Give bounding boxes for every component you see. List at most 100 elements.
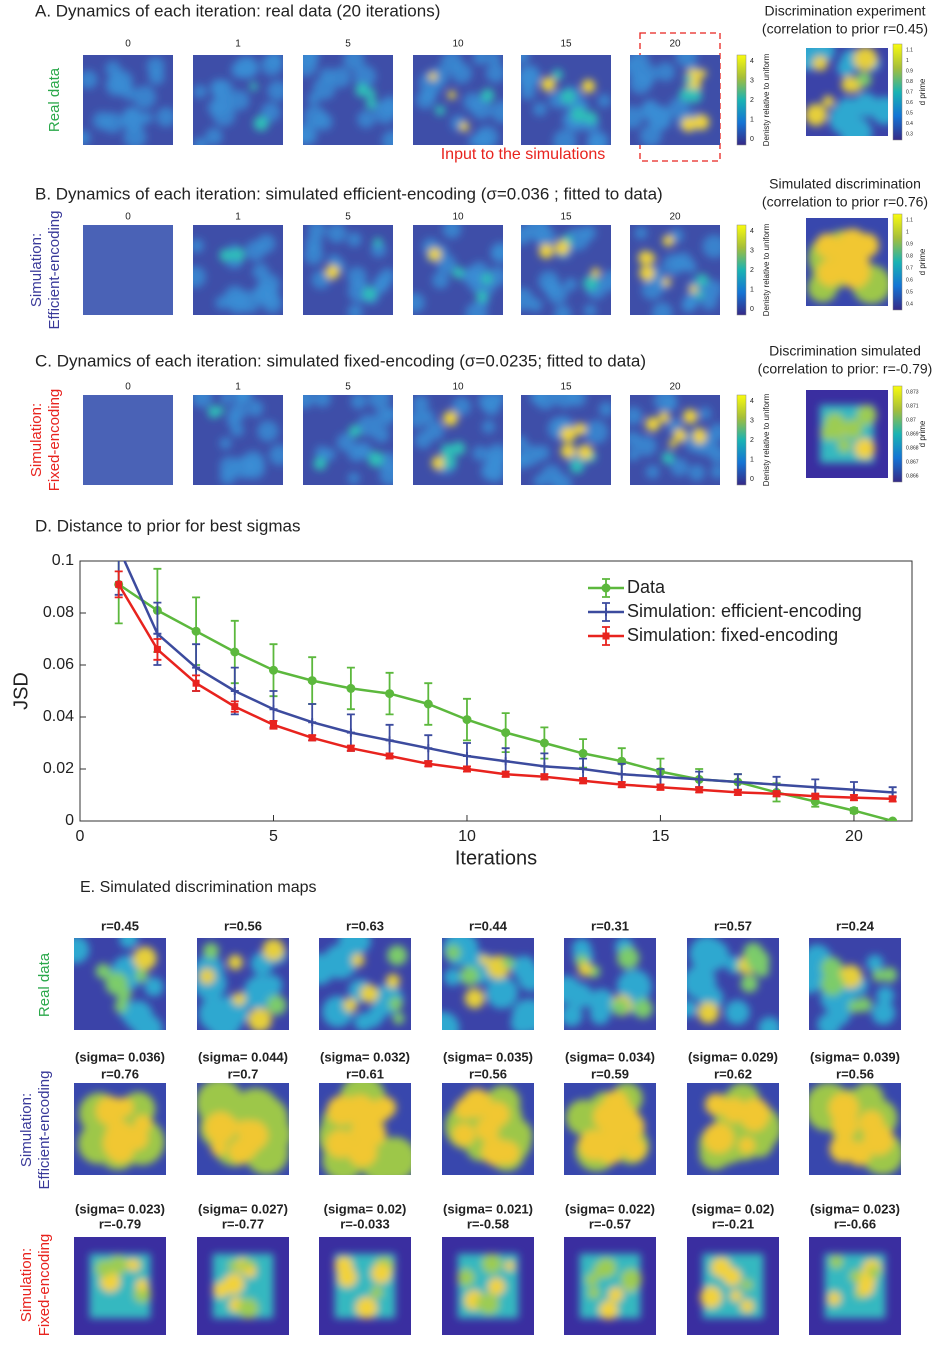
marker [230, 687, 239, 695]
y-tick-label: 0 [65, 812, 74, 829]
blob [611, 999, 629, 1016]
blob [105, 972, 129, 996]
blob [452, 1123, 476, 1146]
blob [223, 1273, 245, 1295]
blob [521, 225, 532, 246]
marker [153, 629, 162, 638]
heatmap [74, 938, 166, 1030]
marker [772, 780, 781, 789]
blob [480, 88, 495, 103]
blob [838, 964, 863, 989]
heatmap-blobs [579, 1253, 642, 1320]
marker [192, 679, 200, 687]
heatmap-blobs [806, 48, 888, 136]
blob [729, 1289, 742, 1302]
blob [461, 267, 479, 285]
marker [656, 772, 665, 781]
map-sigma: (sigma= 0.044) [198, 1049, 288, 1064]
marker [308, 734, 316, 742]
blob [246, 399, 264, 417]
blob [683, 74, 693, 84]
iteration-label: 20 [669, 382, 681, 393]
heatmap [319, 938, 411, 1030]
blob [721, 1097, 746, 1122]
blob [612, 1105, 639, 1131]
heatmap-blobs [699, 1083, 779, 1170]
blob [133, 946, 157, 971]
blob [552, 129, 577, 145]
blob [584, 420, 609, 444]
blob [695, 290, 705, 300]
y-tick-label: 0.1 [52, 552, 74, 569]
blob [481, 420, 496, 434]
blob [812, 55, 828, 71]
map-r: r=0.24 [836, 918, 875, 933]
blob [837, 228, 868, 260]
blob [231, 247, 245, 262]
blob [687, 1000, 698, 1018]
plot-frame [79, 560, 913, 822]
blob [457, 1269, 475, 1287]
blob [351, 953, 365, 967]
y-tick-label: 0.08 [43, 604, 74, 621]
blob [853, 48, 878, 71]
blob [668, 97, 690, 119]
marker [115, 544, 123, 552]
blob [303, 123, 318, 145]
blob [591, 267, 601, 277]
blob [429, 66, 450, 87]
blob [695, 950, 719, 974]
heatmap [687, 1237, 779, 1335]
blob [695, 273, 709, 287]
blob [210, 1139, 227, 1156]
blob [146, 56, 165, 76]
blob [541, 464, 562, 485]
chart-title: D. Distance to prior for best sigmas [35, 516, 300, 535]
blob [442, 1011, 460, 1030]
blob [114, 1097, 134, 1117]
heatmap-blobs [78, 1091, 165, 1171]
colorbar-tick-label: 1 [906, 58, 909, 64]
map-sigma: (sigma= 0.034) [565, 1049, 655, 1064]
blob [872, 969, 886, 982]
x-tick-label: 10 [458, 828, 476, 845]
blob [108, 1255, 128, 1276]
marker [601, 583, 611, 593]
map-sigma: (sigma= 0.023) [75, 1201, 165, 1216]
blob [347, 232, 362, 247]
iteration-label: 15 [560, 212, 572, 223]
heatmap [630, 55, 720, 145]
blob [388, 996, 403, 1011]
blob [623, 1137, 647, 1161]
marker [191, 626, 201, 636]
colorbar-tick-label: 2 [750, 97, 754, 104]
blob [460, 966, 480, 986]
blob [634, 226, 648, 240]
panel-title: B. Dynamics of each iteration: simulated… [35, 184, 663, 203]
legend-label: Simulation: fixed-encoding [627, 625, 838, 645]
blob [95, 1259, 113, 1278]
marker [695, 786, 703, 794]
blob [249, 82, 258, 91]
heatmap-blobs [700, 1253, 764, 1319]
blob [675, 55, 698, 68]
blob [668, 439, 677, 448]
blob [693, 114, 710, 131]
blob [630, 105, 644, 129]
blob [443, 968, 462, 986]
blob [371, 1263, 392, 1284]
blob [219, 248, 233, 262]
blob [640, 101, 660, 121]
map-r: r=-0.66 [834, 1216, 876, 1231]
map-sigma: (sigma= 0.036) [75, 1049, 165, 1064]
blob [203, 942, 220, 959]
map-r: r=0.45 [101, 918, 139, 933]
marker [773, 790, 781, 798]
blob [370, 241, 387, 258]
blob [357, 414, 380, 437]
marker [501, 728, 511, 738]
x-tick-label: 15 [652, 828, 670, 845]
map-sigma: (sigma= 0.022) [565, 1201, 655, 1216]
blob [662, 235, 674, 247]
blob [354, 1012, 374, 1030]
